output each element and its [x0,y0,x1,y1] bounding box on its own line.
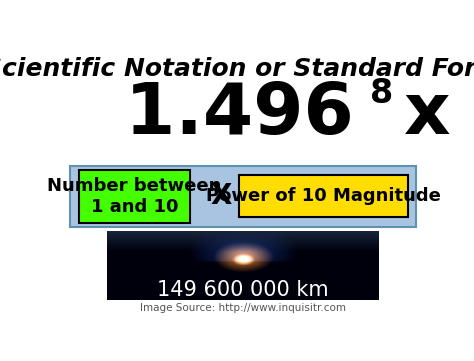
Text: Power of 10 Magnitude: Power of 10 Magnitude [206,187,441,205]
Text: 1.496  x  10: 1.496 x 10 [125,80,474,149]
Text: 8: 8 [370,77,393,110]
Text: Scientific Notation or Standard Form: Scientific Notation or Standard Form [0,57,474,81]
FancyBboxPatch shape [239,175,408,217]
Text: Image Source: http://www.inquisitr.com: Image Source: http://www.inquisitr.com [140,303,346,313]
FancyBboxPatch shape [70,166,416,227]
Text: Number between
1 and 10: Number between 1 and 10 [47,177,222,216]
FancyBboxPatch shape [80,170,190,223]
Text: X: X [210,182,232,210]
FancyBboxPatch shape [107,231,379,300]
Text: 149 600 000 km: 149 600 000 km [157,280,329,300]
